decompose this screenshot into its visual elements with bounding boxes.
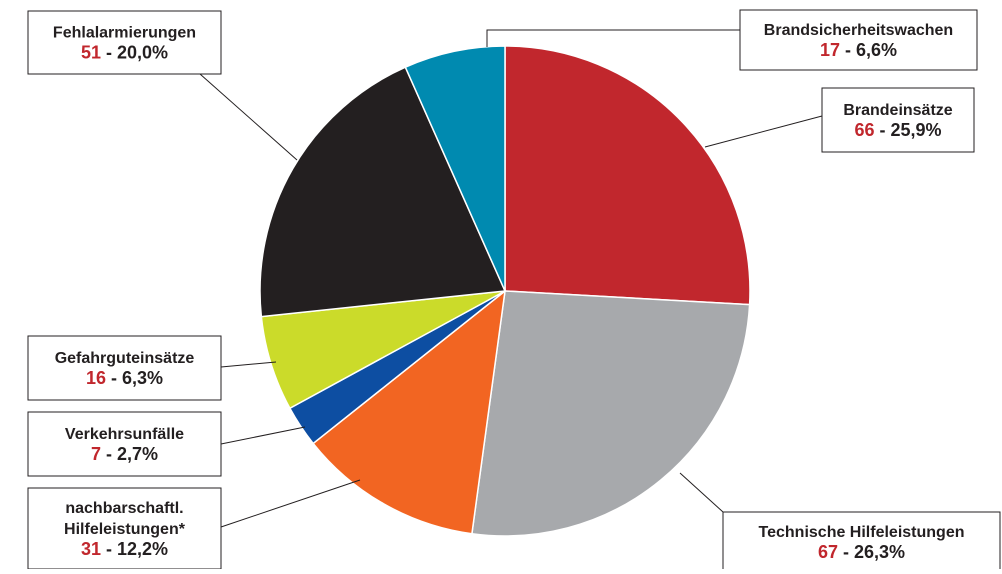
label-nachbarschaftl-hilfeleistungen: nachbarschaftl. Hilfeleistungen*31 - 12,2…	[27, 487, 222, 570]
label-box	[27, 411, 222, 477]
slice-percent: - 25,9%	[874, 120, 941, 140]
slice-count: 67	[818, 542, 838, 562]
slice-percent: - 20,0%	[101, 43, 168, 63]
slice-label: Verkehrsunfälle	[65, 426, 184, 443]
slice-label: Hilfeleistungen*	[64, 521, 186, 538]
slice-value-label: 17 - 6,6%	[820, 40, 897, 60]
slice-value-label: 67 - 26,3%	[818, 542, 905, 562]
slice-value-label: 66 - 25,9%	[854, 120, 941, 140]
slice-value-label: 7 - 2,7%	[91, 444, 158, 464]
leader-line-brandeinsaetze	[704, 115, 823, 148]
label-box	[27, 10, 222, 75]
label-box	[739, 9, 978, 71]
pie-slice-brandsicherheitswachen	[404, 45, 506, 292]
slice-label: Gefahrguteinsätze	[55, 350, 195, 367]
label-box	[821, 87, 975, 153]
leader-line-fehlalarmierungen	[199, 73, 298, 161]
leader-line-technische-hilfeleistungen	[679, 472, 724, 513]
pie-slice-fehlalarmierungen	[259, 66, 507, 318]
slice-value-label: 51 - 20,0%	[81, 43, 168, 63]
slice-label: Fehlalarmierungen	[53, 25, 196, 42]
label-box	[722, 511, 1001, 573]
slice-count: 17	[820, 40, 840, 60]
leader-line-brandsicherheitswachen	[486, 29, 740, 47]
slice-count: 7	[91, 444, 101, 464]
leader-line-verkehrsunfaelle	[220, 426, 306, 445]
label-box	[27, 335, 222, 401]
slice-value-label: 31 - 12,2%	[81, 539, 168, 559]
leader-line-nachbarschaftl-hilfeleistungen	[220, 479, 361, 528]
leader-line-gefahrguteinsaetze	[220, 361, 277, 368]
slice-label: Brandeinsätze	[843, 102, 952, 119]
slice-count: 16	[86, 368, 106, 388]
slices-layer	[259, 45, 751, 537]
pie-slice-brandeinsaetze	[504, 45, 751, 306]
slice-percent: - 6,6%	[840, 40, 897, 60]
slice-percent: - 12,2%	[101, 539, 168, 559]
slice-count: 66	[854, 120, 874, 140]
slice-label: Technische Hilfeleistungen	[759, 524, 965, 541]
slice-percent: - 2,7%	[101, 444, 158, 464]
leader-lines-layer	[199, 29, 823, 528]
slice-label: Brandsicherheitswachen	[764, 22, 953, 39]
slice-count: 51	[81, 43, 101, 63]
slice-percent: - 26,3%	[838, 542, 905, 562]
pie-slice-nachbarschaftl-hilfeleistungen	[312, 289, 506, 535]
slice-label: nachbarschaftl.	[65, 500, 183, 517]
pie-slice-technische-hilfeleistungen	[471, 290, 751, 537]
label-box	[27, 487, 222, 570]
slice-count: 31	[81, 539, 101, 559]
slice-value-label: 16 - 6,3%	[86, 368, 163, 388]
slice-percent: - 6,3%	[106, 368, 163, 388]
